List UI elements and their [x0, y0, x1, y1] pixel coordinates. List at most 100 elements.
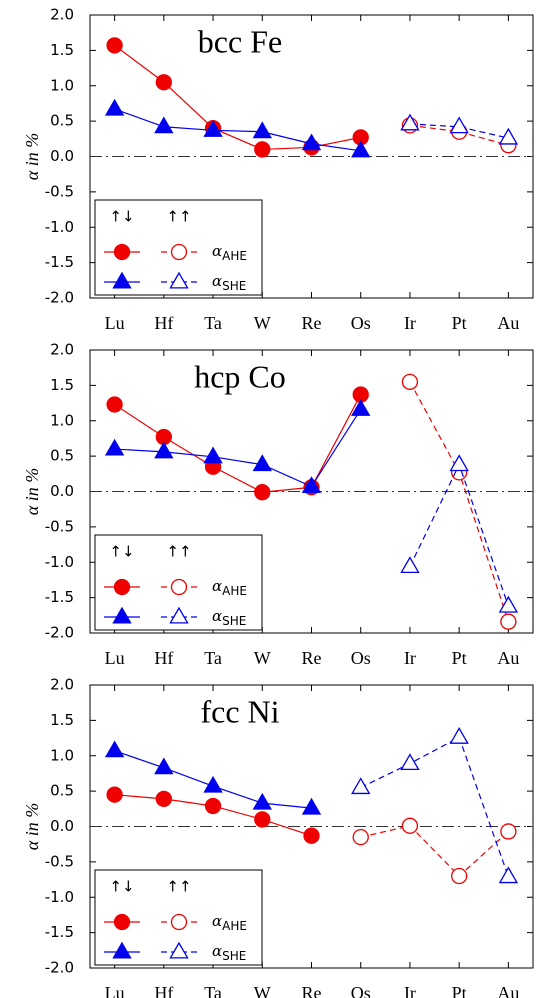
y-tick-label: -2.0: [45, 959, 74, 977]
series-line: [360, 736, 509, 877]
y-tick-label: 1.0: [50, 746, 74, 764]
x-tick-label: Pt: [452, 983, 467, 998]
marker: [104, 98, 125, 116]
marker: [500, 613, 517, 630]
marker: [203, 120, 223, 137]
legend-header: ↑↑: [166, 208, 191, 226]
marker: [252, 454, 272, 472]
marker: [154, 116, 174, 134]
marker: [104, 438, 125, 456]
legend-marker: [113, 578, 131, 596]
marker: [301, 797, 322, 815]
x-tick-label: Ir: [404, 983, 416, 998]
x-tick-label: Au: [497, 648, 519, 668]
marker: [204, 797, 222, 815]
x-tick-label: Re: [302, 983, 322, 998]
x-tick-label: Hf: [154, 648, 173, 668]
y-tick-label: -1.0: [45, 553, 74, 571]
chart-title: hcp Co: [194, 358, 286, 394]
y-tick-label: -1.0: [45, 218, 74, 236]
x-tick-label: Lu: [105, 648, 125, 668]
marker: [301, 133, 322, 151]
marker: [351, 140, 371, 158]
legend-marker: [112, 941, 132, 959]
series-line: [409, 124, 509, 146]
y-tick-label: 0.5: [50, 782, 74, 800]
x-tick-label: Lu: [105, 313, 125, 333]
marker: [303, 827, 320, 844]
y-tick-label: -0.5: [45, 517, 74, 535]
legend-label: αAHE: [212, 577, 247, 598]
legend-marker: [113, 913, 131, 931]
legend-header: ↑↑: [166, 543, 191, 561]
legend-symbol: α: [212, 272, 222, 290]
legend-label: αAHE: [212, 912, 247, 933]
x-tick-label: Pt: [452, 648, 467, 668]
legend-marker: [112, 271, 132, 289]
series-line: [409, 123, 509, 139]
x-tick-label: Os: [351, 983, 371, 998]
y-tick-label: -2.0: [45, 289, 74, 307]
legend-label: αSHE: [212, 607, 246, 628]
x-tick-label: W: [254, 313, 271, 333]
x-tick-label: W: [254, 648, 271, 668]
marker: [451, 867, 468, 885]
marker: [449, 116, 469, 134]
y-tick-label: 0.5: [50, 112, 74, 130]
marker: [498, 127, 519, 145]
legend-header: ↑↓: [109, 208, 134, 226]
marker: [449, 727, 469, 744]
legend-symbol: α: [212, 577, 222, 595]
y-tick-label: 1.5: [50, 41, 74, 59]
legend-marker: [170, 578, 188, 596]
marker: [254, 484, 271, 501]
marker: [106, 786, 123, 803]
series-line: [114, 44, 361, 151]
marker: [203, 775, 223, 793]
x-tick-label: Hf: [154, 983, 173, 998]
legend-label: αSHE: [212, 272, 246, 293]
y-tick-label: -0.5: [45, 182, 74, 200]
marker: [155, 790, 172, 808]
legend-marker: [169, 941, 189, 959]
marker: [400, 556, 420, 573]
x-tick-label: Os: [351, 313, 371, 333]
legend-label: αSHE: [212, 942, 246, 963]
y-tick-label: 0.0: [50, 482, 74, 500]
marker: [352, 828, 369, 846]
series-line: [360, 825, 509, 877]
marker: [401, 373, 419, 390]
series-line: [114, 394, 362, 493]
y-tick-label: 2.0: [50, 341, 74, 359]
marker: [252, 792, 272, 810]
y-tick-label: -2.0: [45, 624, 74, 642]
marker: [106, 396, 123, 413]
legend-symbol: α: [212, 242, 222, 260]
marker: [154, 441, 174, 459]
marker: [254, 811, 271, 828]
x-tick-label: W: [254, 983, 271, 998]
x-tick-label: Re: [302, 313, 322, 333]
legend-quantity: SHE: [222, 949, 246, 963]
marker: [500, 823, 517, 840]
legend-marker: [169, 271, 189, 289]
legend-symbol: α: [212, 942, 222, 960]
y-tick-label: 0.0: [50, 817, 74, 835]
x-tick-label: Ir: [404, 648, 416, 668]
legend-symbol: α: [212, 607, 222, 625]
legend-quantity: AHE: [222, 584, 247, 598]
x-tick-label: Lu: [105, 983, 125, 998]
marker: [498, 595, 519, 613]
y-axis-label: α in %: [22, 803, 42, 850]
series-line: [114, 409, 362, 488]
legend-header: ↑↓: [109, 878, 134, 896]
y-axis-label: α in %: [22, 468, 42, 515]
legend-marker: [112, 606, 132, 624]
y-tick-label: 1.5: [50, 376, 74, 394]
marker: [252, 121, 272, 139]
series-line: [409, 463, 509, 607]
marker: [155, 74, 172, 91]
y-tick-label: 1.0: [50, 76, 74, 94]
marker: [254, 141, 271, 158]
